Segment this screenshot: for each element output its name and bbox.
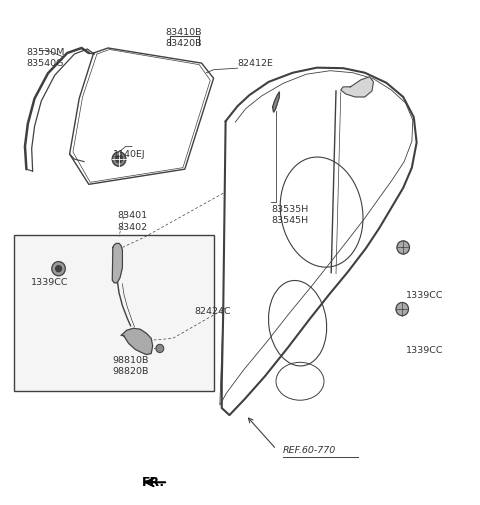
Circle shape bbox=[396, 302, 408, 316]
Text: 1339CC: 1339CC bbox=[31, 278, 69, 287]
Text: 98810B
98820B: 98810B 98820B bbox=[113, 356, 149, 376]
Circle shape bbox=[52, 262, 65, 276]
Text: 1339CC: 1339CC bbox=[406, 291, 443, 300]
Text: 83410B
83420B: 83410B 83420B bbox=[166, 28, 202, 48]
FancyBboxPatch shape bbox=[14, 235, 214, 391]
Text: 83535H
83545H: 83535H 83545H bbox=[271, 205, 309, 225]
Polygon shape bbox=[273, 92, 279, 112]
Text: 83401
83402: 83401 83402 bbox=[118, 211, 148, 231]
Circle shape bbox=[56, 266, 61, 272]
Text: 83530M
83540G: 83530M 83540G bbox=[26, 48, 65, 68]
Text: REF.60-770: REF.60-770 bbox=[283, 446, 336, 455]
Text: 82412E: 82412E bbox=[238, 59, 274, 68]
Circle shape bbox=[156, 344, 164, 352]
Circle shape bbox=[116, 156, 122, 163]
Polygon shape bbox=[341, 77, 373, 97]
Polygon shape bbox=[121, 328, 153, 355]
Circle shape bbox=[112, 152, 126, 166]
Text: 82424C: 82424C bbox=[194, 307, 231, 316]
Polygon shape bbox=[112, 243, 122, 283]
Text: 1140EJ: 1140EJ bbox=[113, 149, 145, 159]
Text: FR.: FR. bbox=[142, 476, 165, 489]
Circle shape bbox=[397, 241, 409, 254]
Text: 1339CC: 1339CC bbox=[406, 346, 443, 356]
